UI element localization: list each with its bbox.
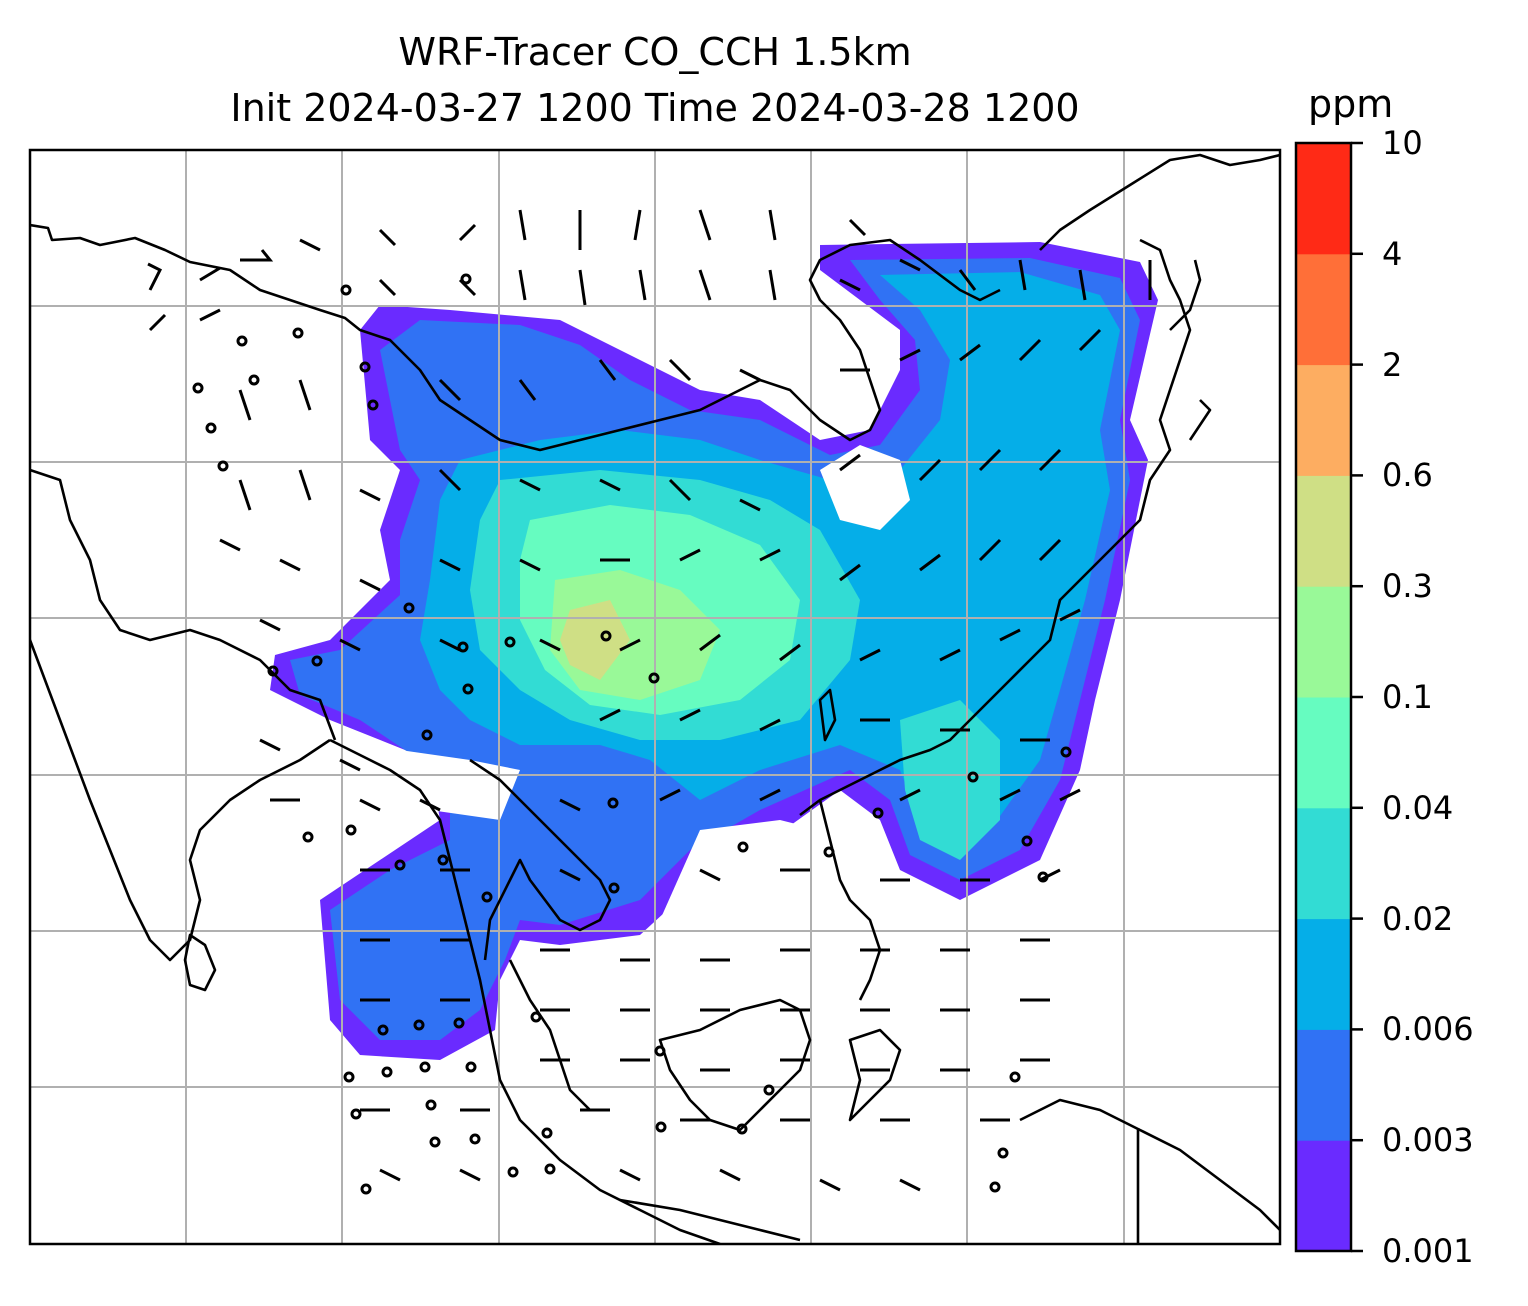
colorbar-tick-label: 10 <box>1382 124 1423 162</box>
colorbar <box>1296 143 1351 1252</box>
field-level-7 <box>560 600 630 680</box>
colorbar-segment <box>1296 586 1351 698</box>
coastline-india-peninsula <box>30 639 331 962</box>
coastline-sri-lanka <box>183 933 217 992</box>
colorbar-tick-label: 0.1 <box>1382 678 1433 716</box>
colorbar-segment <box>1296 697 1351 809</box>
coastline-japan <box>1169 259 1212 441</box>
colorbar-tick-label: 0.02 <box>1382 899 1454 938</box>
coastline-sulawesi <box>848 1028 902 1122</box>
map-title-line1: WRF-Tracer CO_CCH 1.5km <box>398 30 912 74</box>
coastline-philippines <box>818 799 882 1001</box>
coastline-borneo <box>658 998 812 1132</box>
colorbar-ticks <box>1351 141 1363 1253</box>
coastline-northeast <box>1039 153 1280 251</box>
coastline-java <box>619 1198 801 1242</box>
map-frame <box>28 148 1282 1246</box>
field-gap-south-china-sea <box>660 820 880 980</box>
colorbar-segment <box>1296 143 1351 255</box>
coastline-malay <box>508 959 591 1111</box>
wind-barbs <box>147 209 1152 1192</box>
colorbar-tick-label: 0.3 <box>1382 567 1433 606</box>
coastline-taiwan <box>818 688 837 742</box>
colorbar-unit-label: ppm <box>1308 82 1394 126</box>
map-area <box>30 150 1280 1244</box>
colorbar-tick-label: 2 <box>1382 345 1403 384</box>
colorbar-segment <box>1296 807 1351 920</box>
coastline-central-asia <box>30 223 1001 452</box>
colorbar-tick-label: 4 <box>1382 234 1403 273</box>
concentration-field <box>270 242 1158 1060</box>
colorbar-tick-label: 0.04 <box>1382 788 1454 827</box>
colorbar-tick-label: 0.6 <box>1382 456 1433 495</box>
colorbar-tick-label: 0.003 <box>1382 1121 1474 1160</box>
coastlines <box>30 153 1280 1244</box>
coastline-china-east <box>799 539 1121 817</box>
colorbar-segment <box>1296 918 1351 1030</box>
gridlines <box>30 150 1280 1244</box>
field-level-4b <box>900 700 1000 860</box>
colorbar-segment <box>1296 1140 1351 1252</box>
coastline-korea-japan <box>1119 238 1192 541</box>
colorbar-segment <box>1296 253 1351 366</box>
colorbar-segment <box>1296 364 1351 476</box>
field-gap-mid <box>400 750 520 820</box>
map-title-line2: Init 2024-03-27 1200 Time 2024-03-28 120… <box>230 86 1080 130</box>
colorbar-tick-label: 0.006 <box>1382 1010 1474 1049</box>
calm-markers <box>192 273 1072 1195</box>
coastline-bay-of-bengal <box>329 738 721 1244</box>
coastline-indochina <box>469 758 612 961</box>
colorbar-segment <box>1296 475 1351 587</box>
colorbar-segment <box>1296 1029 1351 1141</box>
coastline-new-guinea <box>1019 1098 1280 1231</box>
coastline-india-west <box>30 468 337 741</box>
colorbar-tick-label: 0.001 <box>1382 1232 1474 1270</box>
